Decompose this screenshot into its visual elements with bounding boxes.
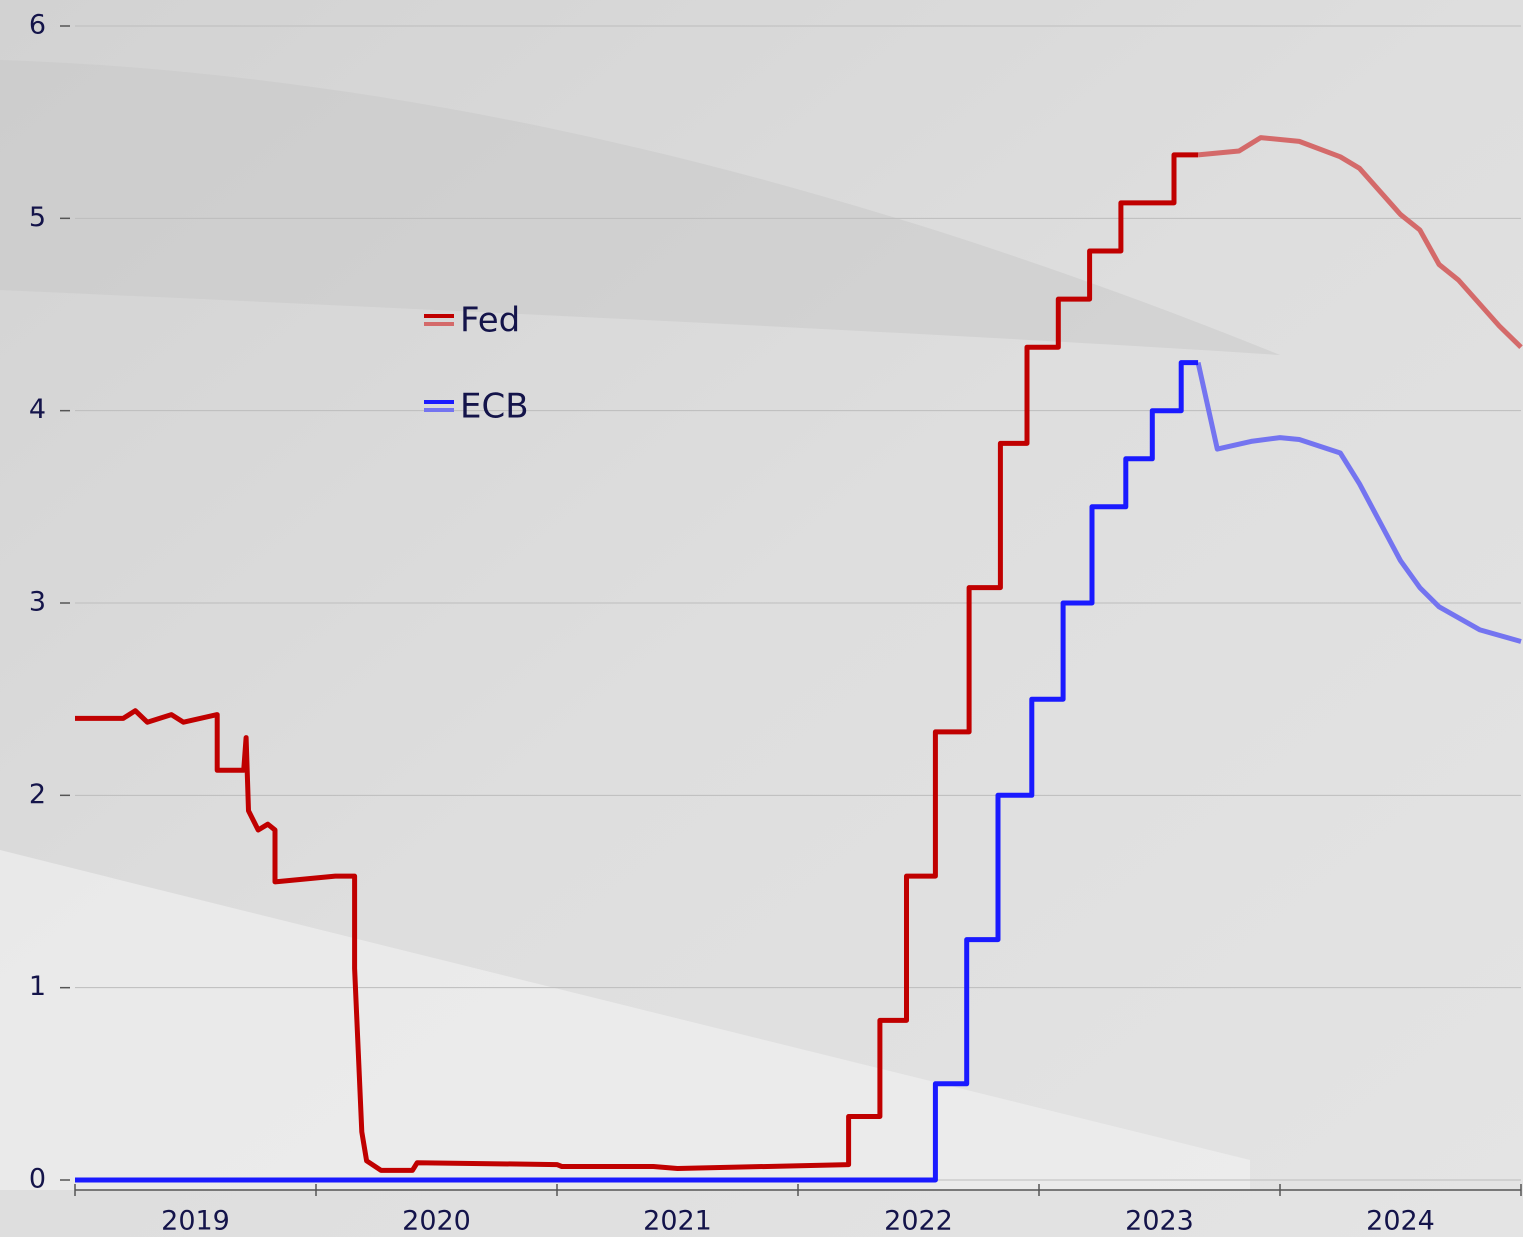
x-tick-label: 2021	[643, 1206, 712, 1237]
legend-label: Fed	[460, 301, 520, 341]
y-tick-label: 5	[29, 202, 46, 233]
legend-label: ECB	[460, 387, 529, 427]
x-tick-label: 2024	[1366, 1206, 1435, 1237]
y-tick-label: 0	[29, 1164, 46, 1195]
x-tick-label: 2020	[402, 1206, 471, 1237]
x-tick-label: 2022	[884, 1206, 953, 1237]
y-tick-label: 1	[29, 971, 46, 1002]
y-tick-label: 2	[29, 779, 46, 810]
y-tick-label: 3	[29, 587, 46, 618]
x-tick-label: 2023	[1125, 1206, 1194, 1237]
x-tick-label: 2019	[161, 1206, 230, 1237]
y-tick-label: 4	[29, 394, 46, 425]
y-tick-label: 6	[29, 10, 46, 41]
chart: 0 1 2 3 4 5 6 2019 2020 2021 2022 2023 2024 Fed ECB	[0, 0, 1523, 1237]
